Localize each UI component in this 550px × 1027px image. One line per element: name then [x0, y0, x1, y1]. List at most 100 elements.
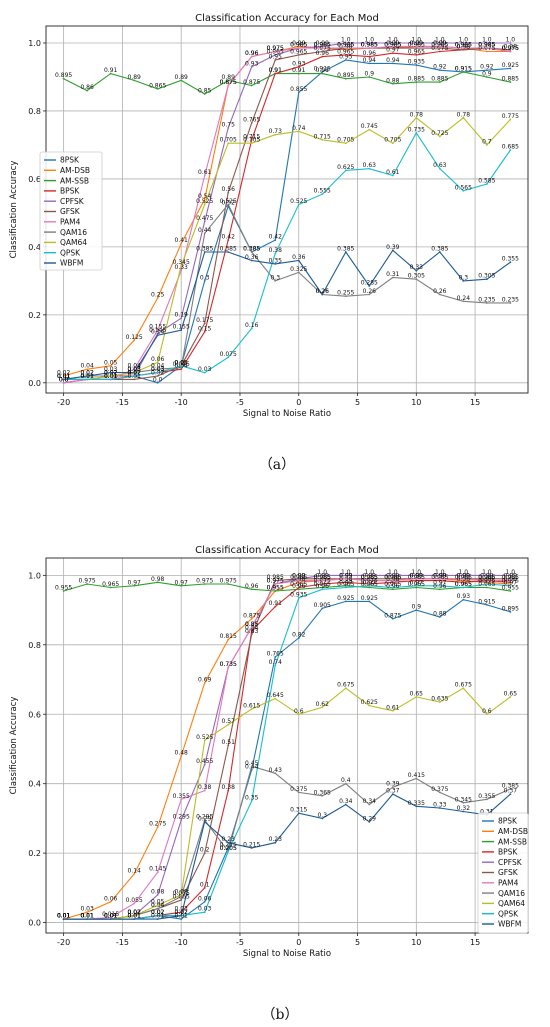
data-point	[297, 259, 300, 262]
data-point	[415, 64, 418, 66]
data-label: 0.91	[292, 67, 306, 74]
data-point	[391, 47, 394, 49]
series-line-bpsk	[63, 47, 511, 384]
x-tick-label: 0	[296, 398, 301, 407]
data-label: 0.385	[220, 245, 237, 252]
data-label: 0.96	[245, 50, 259, 57]
data-label: 0.03	[198, 906, 212, 913]
data-label: 0.335	[408, 800, 425, 807]
data-label: 0.01	[80, 913, 94, 920]
data-label: 0.6	[482, 708, 492, 715]
data-point	[321, 817, 324, 820]
data-label: 0.01	[104, 913, 118, 920]
data-point	[227, 666, 230, 669]
data-label: 0.39	[386, 781, 400, 788]
data-point	[156, 329, 159, 332]
data-point	[321, 607, 324, 610]
data-point	[391, 617, 394, 620]
data-label: 0.375	[431, 786, 448, 793]
data-point	[344, 574, 347, 577]
data-label: 0.965	[408, 581, 425, 588]
data-label: 0.735	[220, 661, 237, 668]
legend-entry: PAM4	[498, 879, 519, 888]
data-label: 0.02	[80, 370, 94, 377]
data-point	[462, 801, 465, 804]
data-point	[391, 45, 394, 48]
data-label: 0.01	[104, 913, 118, 920]
data-point	[391, 142, 394, 145]
data-label: 0.915	[314, 65, 331, 72]
data-point	[485, 50, 488, 53]
data-label: 0.01	[57, 373, 71, 380]
series-line-wbfm	[63, 793, 511, 920]
data-label: 0.865	[149, 82, 166, 89]
data-point	[274, 605, 277, 608]
data-label: 0.855	[290, 86, 307, 93]
data-point	[203, 279, 206, 282]
data-label: 0.95	[339, 53, 353, 60]
chart-title: Classification Accuracy for Each Mod	[195, 545, 379, 556]
data-point	[321, 588, 324, 591]
data-label: 0.985	[314, 574, 331, 581]
data-point	[438, 579, 441, 582]
data-point	[297, 91, 300, 94]
series-line-am-ssb	[63, 71, 511, 95]
data-label: 0.39	[386, 244, 400, 251]
data-point	[415, 577, 418, 580]
data-point	[203, 203, 206, 206]
data-label: 0.33	[433, 802, 447, 809]
data-point	[297, 47, 300, 49]
data-point	[156, 296, 159, 299]
data-label: 0.875	[220, 79, 237, 86]
data-label: 0.975	[502, 45, 519, 52]
data-point	[274, 772, 277, 775]
data-label: 0.965	[455, 581, 472, 588]
data-point	[462, 581, 465, 584]
data-point	[297, 581, 300, 584]
data-point	[509, 793, 512, 796]
data-point	[227, 84, 230, 87]
data-label: 0.01	[57, 373, 71, 380]
data-point	[321, 72, 324, 75]
data-point	[109, 916, 112, 919]
data-point	[297, 45, 300, 48]
data-label: 0.705	[220, 137, 237, 144]
data-label: 0.02	[175, 909, 189, 916]
data-label: 0.675	[337, 682, 354, 689]
data-label: 0.765	[267, 650, 284, 657]
data-point	[250, 65, 253, 68]
data-label: 0.255	[337, 290, 354, 297]
data-point	[344, 600, 347, 603]
data-label: 0.775	[502, 113, 519, 120]
data-point	[227, 79, 230, 82]
data-point	[156, 332, 159, 335]
data-label: 0.975	[267, 45, 284, 52]
data-point	[227, 251, 230, 253]
data-label: 0.895	[55, 72, 72, 79]
data-label: 0.98	[151, 576, 165, 583]
data-label: 0.385	[502, 782, 519, 789]
data-point	[297, 579, 300, 582]
legend-entry: QAM16	[60, 228, 87, 237]
data-label: 0.0	[153, 376, 163, 383]
data-label: 1.0	[459, 36, 469, 43]
data-point	[485, 586, 488, 589]
data-point	[509, 577, 512, 580]
data-label: 0.05	[175, 359, 189, 366]
data-label: 0.585	[478, 178, 495, 185]
data-label: 0.765	[243, 116, 260, 123]
data-label: 0.88	[386, 77, 400, 84]
legend-entry: 8PSK	[498, 817, 518, 826]
data-label: 0.91	[269, 600, 283, 607]
data-label: 0.06	[198, 895, 212, 902]
data-label: 0.955	[267, 584, 284, 591]
data-point	[156, 826, 159, 828]
data-point	[203, 911, 206, 914]
data-label: 1.0	[412, 36, 422, 43]
data-point	[86, 368, 89, 371]
data-label: 0.98	[457, 43, 471, 50]
data-label: 0.99	[433, 40, 447, 47]
data-label: 0.45	[245, 760, 259, 767]
data-label: 1.0	[506, 569, 516, 576]
data-label: 0.9	[412, 604, 422, 611]
